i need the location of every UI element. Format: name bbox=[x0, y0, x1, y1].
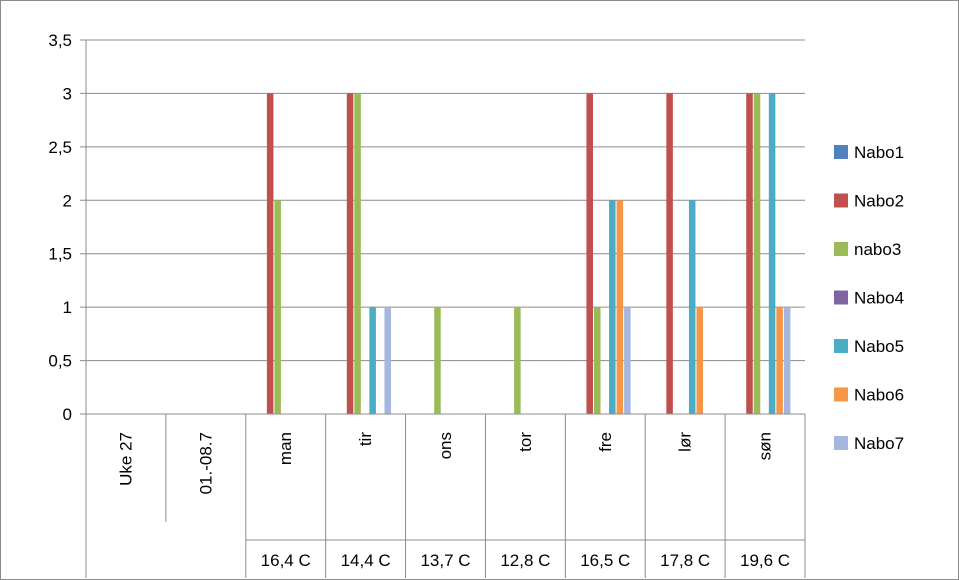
category-label: Uke 27 bbox=[116, 432, 135, 486]
bar bbox=[609, 200, 616, 414]
bar bbox=[354, 93, 361, 414]
bar bbox=[753, 93, 761, 414]
legend-swatch bbox=[834, 193, 848, 208]
temperature-label: 19,6 C bbox=[740, 551, 790, 570]
y-tick-label: 1 bbox=[63, 298, 72, 317]
legend-swatch bbox=[834, 242, 848, 256]
bar bbox=[666, 93, 673, 414]
y-tick-label: 2,5 bbox=[48, 138, 72, 157]
bar bbox=[696, 307, 703, 414]
bar bbox=[776, 307, 783, 414]
bar bbox=[783, 307, 791, 414]
y-tick-label: 3,5 bbox=[48, 31, 72, 50]
bar bbox=[616, 200, 624, 414]
legend-swatch bbox=[834, 339, 848, 353]
bar bbox=[768, 93, 776, 414]
category-label: ons bbox=[436, 432, 455, 459]
legend-label: Nabo6 bbox=[854, 386, 904, 405]
temperature-label: 17,8 C bbox=[660, 551, 710, 570]
category-label: søn bbox=[756, 432, 775, 460]
bar bbox=[593, 307, 601, 414]
bar bbox=[346, 93, 354, 414]
bar bbox=[514, 307, 521, 414]
category-label: lør bbox=[676, 432, 695, 452]
legend-label: nabo3 bbox=[854, 240, 901, 259]
legend-label: Nabo5 bbox=[854, 337, 904, 356]
category-label: tir bbox=[356, 432, 375, 447]
y-tick-label: 3 bbox=[63, 84, 72, 103]
legend-label: Nabo4 bbox=[854, 289, 904, 308]
bar bbox=[624, 307, 631, 414]
legend-label: Nabo2 bbox=[854, 192, 904, 211]
y-tick-label: 2 bbox=[63, 191, 72, 210]
legend-swatch bbox=[834, 387, 848, 402]
y-tick-label: 0,5 bbox=[48, 352, 72, 371]
temperature-label: 16,4 C bbox=[261, 551, 311, 570]
bar bbox=[434, 307, 441, 414]
category-label: 01.-08.7 bbox=[196, 432, 215, 494]
y-tick-label: 1,5 bbox=[48, 245, 72, 264]
legend-swatch bbox=[834, 145, 848, 159]
temperature-label: 13,7 C bbox=[420, 551, 470, 570]
bar bbox=[586, 93, 593, 414]
bar bbox=[266, 93, 274, 414]
temperature-label: 12,8 C bbox=[500, 551, 550, 570]
bar bbox=[369, 307, 376, 414]
y-tick-label: 0 bbox=[63, 405, 72, 424]
bar bbox=[274, 200, 281, 414]
bar bbox=[688, 200, 696, 414]
legend-swatch bbox=[834, 436, 848, 450]
bar bbox=[746, 93, 753, 414]
legend-label: Nabo1 bbox=[854, 143, 904, 162]
legend-label: Nabo7 bbox=[854, 434, 904, 453]
temperature-label: 14,4 C bbox=[341, 551, 391, 570]
bar bbox=[384, 307, 391, 414]
category-label: man bbox=[276, 432, 295, 465]
category-label: tor bbox=[516, 432, 535, 452]
legend-swatch bbox=[834, 290, 848, 305]
category-label: fre bbox=[596, 432, 615, 452]
temperature-label: 16,5 C bbox=[580, 551, 630, 570]
